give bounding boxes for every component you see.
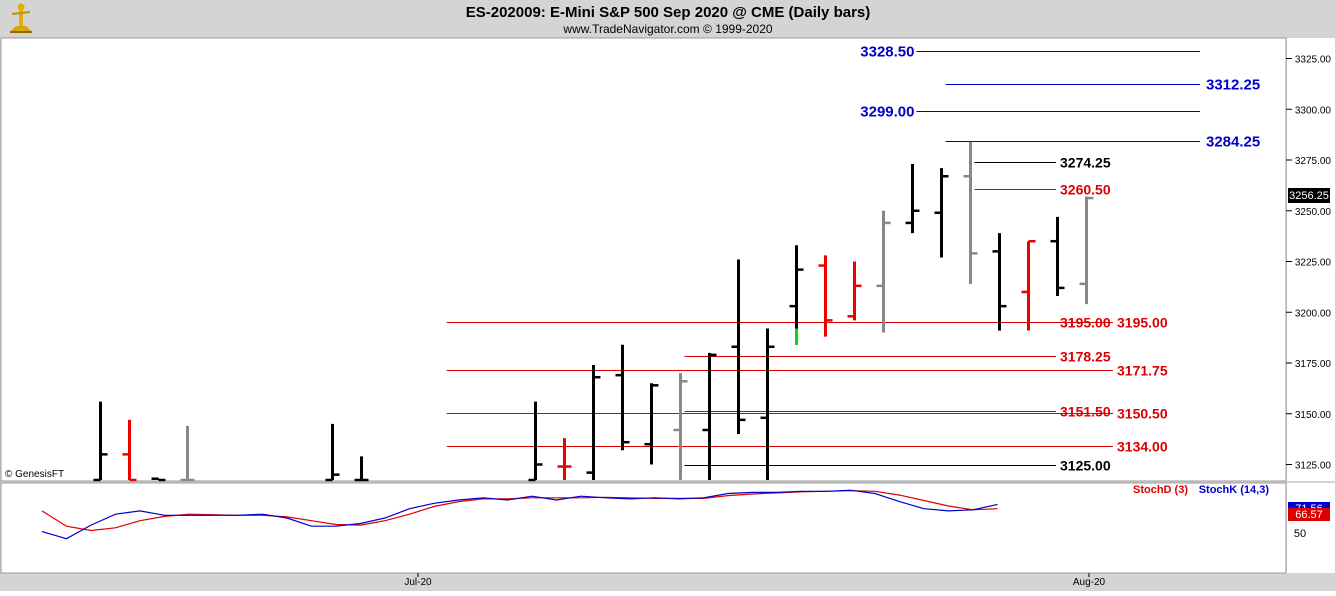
level-label: 3274.25 xyxy=(1060,155,1111,171)
stoch-k-line xyxy=(41,489,998,540)
price-tick-label: 3125.00 xyxy=(1295,461,1332,472)
level-label: 3260.50 xyxy=(1060,182,1111,198)
level-label: 3312.25 xyxy=(1206,77,1260,94)
level-label: 3150.50 xyxy=(1117,406,1168,422)
date-axis: Jul-20 Aug-20 xyxy=(404,573,1106,588)
price-tick-label: 3250.00 xyxy=(1295,207,1332,218)
ohlc-bars xyxy=(93,141,1094,482)
price-tick-label: 3300.00 xyxy=(1295,105,1332,116)
stoch-k-legend: StochK (14,3) xyxy=(1199,484,1270,496)
stoch-d-legend: StochD (3) xyxy=(1133,484,1188,496)
price-tick-label: 3275.00 xyxy=(1295,156,1332,167)
price-axis-area xyxy=(1287,38,1335,481)
level-label: 3178.25 xyxy=(1060,349,1111,365)
price-tick-label: 3175.00 xyxy=(1295,359,1332,370)
stochastic-indicator xyxy=(41,489,998,540)
last-price-label: 3256.25 xyxy=(1289,190,1329,202)
date-tick-label: Aug-20 xyxy=(1073,577,1106,588)
level-lines: 3328.50 3312.25 3299.00 3284.25 3274.25 3260.… xyxy=(446,44,1260,474)
level-label: 3195.00 xyxy=(1117,315,1168,331)
watermark: © GenesisFT xyxy=(5,469,64,480)
stoch-d-value-label: 66.57 xyxy=(1295,509,1323,521)
trader-figure-logo-icon xyxy=(10,3,32,33)
level-label: 3328.50 xyxy=(860,44,914,61)
chart-title: ES-202009: E-Mini S&P 500 Sep 2020 @ CME… xyxy=(466,4,871,21)
stochastic-axis-area xyxy=(1287,483,1335,573)
level-label: 3299.00 xyxy=(860,104,914,121)
price-axis: 3125.00 3150.00 3175.00 3200.00 3225.00 3250.… xyxy=(1286,55,1331,472)
level-label: 3284.25 xyxy=(1206,134,1260,151)
price-tick-label: 3225.00 xyxy=(1295,258,1332,269)
level-label: 3151.50 xyxy=(1060,404,1111,420)
stochastic-pane xyxy=(0,482,1287,574)
last-price-tag xyxy=(1288,188,1330,203)
price-tick-label: 3200.00 xyxy=(1295,308,1332,319)
stoch-d-value-tag xyxy=(1288,508,1330,521)
level-label: 3171.75 xyxy=(1117,363,1168,379)
chart-subtitle: www.TradeNavigator.com © 1999-2020 xyxy=(562,22,772,36)
level-label: 3125.00 xyxy=(1060,458,1111,474)
price-tick-label: 3325.00 xyxy=(1295,55,1332,66)
level-label: 3134.00 xyxy=(1117,439,1168,455)
price-tick-label: 3150.00 xyxy=(1295,410,1332,421)
stoch-axis-tick-50: 50 xyxy=(1294,528,1306,540)
date-tick-label: Jul-20 xyxy=(404,577,432,588)
